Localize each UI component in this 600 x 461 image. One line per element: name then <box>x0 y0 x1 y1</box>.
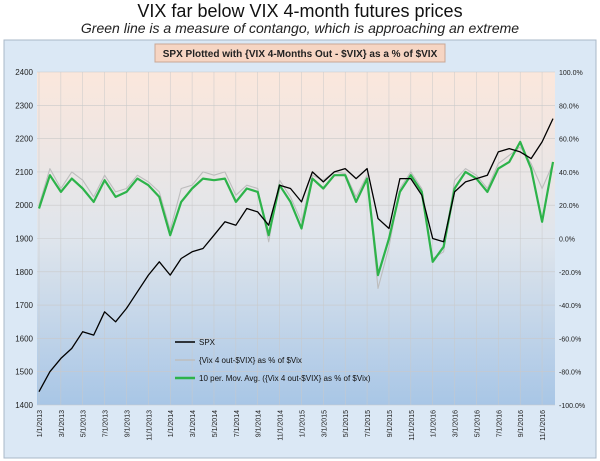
right-tick-label: 100.0% <box>559 70 583 77</box>
x-tick-label: 9/1/2014 <box>256 410 263 437</box>
x-tick-label: 7/1/2013 <box>103 410 110 437</box>
x-tick-label: 9/1/2016 <box>518 410 525 437</box>
x-tick-label: 3/1/2014 <box>190 410 197 437</box>
right-axis: -100.0% -80.0% -60.0% -40.0% -20.0% 0.0% 20.0%… <box>559 70 585 410</box>
left-tick-label: 1500 <box>15 368 33 377</box>
x-tick-label: 5/1/2014 <box>212 410 219 437</box>
right-tick-label: -80.0% <box>559 370 581 377</box>
right-tick-label: 0.0% <box>559 237 575 244</box>
x-tick-label: 11/1/2015 <box>409 410 416 441</box>
series-line-moving-average <box>37 140 555 277</box>
right-tick-label: 60.0% <box>559 137 579 144</box>
x-tick-label: 1/1/2013 <box>37 410 44 437</box>
x-tick-label: 1/1/2014 <box>168 410 175 437</box>
right-tick-label: 80.0% <box>559 103 579 110</box>
chart-title-box <box>154 43 446 63</box>
x-tick-label: 11/1/2016 <box>540 410 547 441</box>
x-tick-label: 11/1/2014 <box>278 410 285 441</box>
right-tick-label: 20.0% <box>559 203 579 210</box>
left-tick-label: 1600 <box>15 334 33 343</box>
page-subtitle: Green line is a measure of contango, whi… <box>80 20 520 36</box>
left-tick-label: 2100 <box>15 168 33 177</box>
x-axis: 1/1/2013 3/1/2013 5/1/2013 7/1/2013 9/1/2013… <box>37 410 547 441</box>
legend-label-spx: SPX <box>199 338 216 347</box>
x-tick-label: 7/1/2016 <box>496 410 503 437</box>
legend-label-avg: 10 per. Mov. Avg. ({Vix 4 out-$VIX} as %… <box>199 374 371 383</box>
right-tick-label: 40.0% <box>559 170 579 177</box>
left-tick-label: 2000 <box>15 201 33 210</box>
series-lines <box>37 118 555 393</box>
left-tick-label: 1400 <box>15 401 33 410</box>
left-tick-label: 1700 <box>15 301 33 310</box>
x-tick-label: 1/1/2016 <box>431 410 438 437</box>
x-tick-label: 5/1/2016 <box>474 410 481 437</box>
x-tick-label: 11/1/2013 <box>146 410 153 441</box>
x-tick-label: 5/1/2015 <box>343 410 350 437</box>
legend: SPX {Vix 4 out-$VIX} as % of $Vix 10 per… <box>175 338 371 383</box>
x-tick-label: 9/1/2013 <box>124 410 131 437</box>
page-title: VIX far below VIX 4-month futures prices <box>137 1 463 21</box>
right-tick-label: -40.0% <box>559 303 581 310</box>
grid-lines <box>37 71 555 406</box>
legend-label-raw: {Vix 4 out-$VIX} as % of $Vix <box>199 356 302 365</box>
x-tick-label: 3/1/2015 <box>321 410 328 437</box>
right-tick-label: -100.0% <box>559 403 585 410</box>
right-tick-label: -20.0% <box>559 270 581 277</box>
left-tick-label: 2200 <box>15 135 33 144</box>
x-tick-label: 3/1/2016 <box>453 410 460 437</box>
left-tick-label: 2400 <box>15 68 33 77</box>
x-tick-label: 9/1/2015 <box>387 410 394 437</box>
x-tick-label: 7/1/2014 <box>234 410 241 437</box>
left-tick-label: 1900 <box>15 235 33 244</box>
series-line-spx <box>38 118 554 393</box>
x-tick-label: 7/1/2015 <box>365 410 372 437</box>
left-tick-label: 2300 <box>15 101 33 110</box>
series-line-raw-contango <box>38 146 554 289</box>
chart-title: SPX Plotted with {VIX 4-Months Out - $VI… <box>163 49 438 60</box>
left-tick-label: 1800 <box>15 268 33 277</box>
x-tick-label: 5/1/2013 <box>81 410 88 437</box>
right-tick-label: -60.0% <box>559 336 581 343</box>
left-axis: 1400 1500 1600 1700 1800 1900 2000 2100 2200 2300… <box>15 68 33 410</box>
x-tick-label: 3/1/2013 <box>59 410 66 437</box>
x-tick-label: 1/1/2015 <box>299 410 306 437</box>
